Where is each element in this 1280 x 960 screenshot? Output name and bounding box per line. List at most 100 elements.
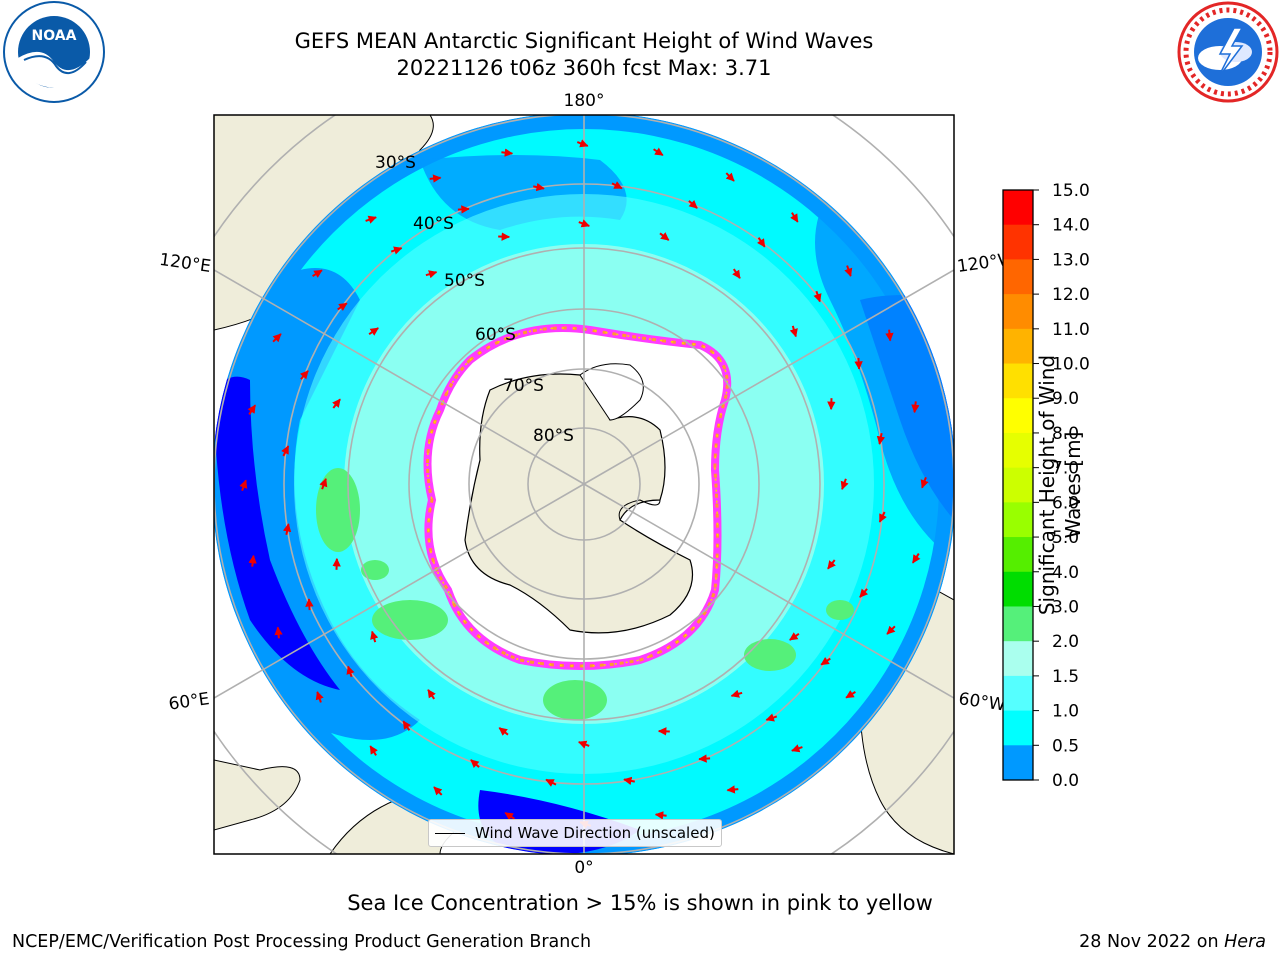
wind-wave-arrow	[578, 740, 590, 749]
colorbar-tick-label: 1.0	[1052, 702, 1079, 722]
wind-wave-arrow	[504, 811, 515, 821]
lat-label-30s: 30°S	[375, 153, 416, 173]
wind-wave-arrow	[274, 626, 283, 639]
wind-wave-arrow	[332, 398, 341, 409]
colorbar-block	[1003, 294, 1033, 330]
wind-wave-arrow	[315, 691, 324, 703]
wind-wave-arrow	[365, 215, 377, 224]
colorbar-label: Significant Height of Wind Waves [m]	[1035, 354, 1085, 616]
wind-wave-arrow	[337, 302, 348, 311]
colorbar-tick-label: 14.0	[1052, 216, 1090, 236]
wind-wave-arrow	[911, 553, 921, 564]
wind-wave-arrow	[576, 139, 589, 148]
wind-wave-arrow	[732, 268, 741, 279]
lon-label-120e: 120°E	[158, 250, 212, 277]
wind-wave-arrow	[533, 182, 545, 192]
wind-wave-arrow	[282, 523, 292, 535]
wind-wave-arrow	[789, 325, 798, 338]
colorbar-tick-label: 8.0	[1052, 424, 1079, 444]
wind-wave-arrow	[299, 370, 309, 380]
colorbar-block	[1003, 571, 1033, 607]
wind-wave-arrow	[820, 657, 831, 666]
wind-wave-arrow	[757, 237, 766, 248]
colorbar-tick-label: 10.0	[1052, 355, 1090, 375]
colorbar-tick-label: 5.0	[1052, 528, 1079, 548]
colorbar-tick-label: 6.0	[1052, 493, 1079, 513]
wind-wave-arrow	[886, 625, 896, 635]
wind-wave-arrow	[726, 785, 739, 794]
wind-wave-arrow	[312, 269, 323, 278]
wind-wave-arrow	[247, 404, 257, 415]
wind-wave-arrow	[791, 744, 803, 753]
lat-label-40s: 40°S	[413, 214, 454, 234]
wind-wave-arrow	[659, 232, 670, 241]
colorbar-block	[1003, 328, 1033, 365]
colorbar-block	[1003, 398, 1033, 434]
colorbar-block	[1003, 641, 1033, 677]
colorbar-tick-label: 0.0	[1052, 771, 1079, 790]
colorbar: 15.0 14.0 13.0 12.0 11.0 10.0 9.0 8.0 7.0 6.0 5.0 4…	[1002, 181, 1090, 790]
wind-wave-arrow	[346, 665, 355, 678]
wind-wave-arrow	[885, 329, 894, 342]
legend-line-swatch	[435, 832, 465, 834]
wind-wave-arrow	[470, 759, 480, 769]
noaa-logo-text: NOAA	[32, 28, 77, 44]
colorbar-tick-label: 11.0	[1052, 320, 1090, 340]
colorbar-tick-label: 2.0	[1052, 632, 1079, 652]
wind-wave-arrow	[545, 778, 557, 787]
colorbar-block	[1003, 432, 1033, 469]
colorbar-block	[1003, 745, 1033, 781]
colorbar-block	[1003, 363, 1033, 399]
wind-wave-arrow	[248, 554, 257, 567]
wind-wave-arrow	[498, 727, 509, 736]
wind-wave-arrow	[827, 559, 836, 570]
wind-wave-arrow	[654, 811, 667, 820]
wind-wave-arrow	[429, 174, 442, 183]
wind-wave-arrow	[840, 478, 849, 490]
footer-machine: Hera	[1224, 932, 1266, 952]
colorbar-block	[1003, 224, 1033, 260]
wind-wave-arrow	[698, 754, 711, 763]
noaa-logo: NOAA	[3, 1, 105, 103]
colorbar-block	[1003, 190, 1033, 226]
wind-wave-arrow	[859, 588, 869, 598]
wind-wave-arrow	[239, 479, 248, 492]
nws-logo	[1177, 1, 1279, 103]
colorbar-tick-label: 15.0	[1052, 181, 1090, 201]
colorbar-block	[1003, 710, 1033, 746]
wind-wave-arrow	[368, 327, 379, 336]
colorbar-block	[1003, 502, 1033, 538]
wind-wave-arrow	[730, 689, 743, 698]
wind-wave-arrow	[789, 632, 800, 641]
wind-wave-arrow	[369, 745, 378, 756]
chart-subtitle: 20221126 t06z 360h fcst Max: 3.71	[396, 56, 772, 80]
wind-wave-arrow	[281, 445, 290, 457]
colorbar-tick-label: 4.0	[1052, 563, 1079, 583]
wind-wave-arrow	[653, 147, 664, 157]
wind-wave-arrow	[765, 713, 778, 722]
sea-ice-note: Sea Ice Concentration > 15% is shown in …	[347, 891, 933, 915]
lat-label-60s: 60°S	[475, 325, 516, 345]
wind-wave-arrow	[790, 212, 799, 223]
map-legend: Wind Wave Direction (unscaled)	[428, 819, 722, 847]
wind-wave-arrow	[370, 630, 379, 643]
wind-wave-arrows	[239, 139, 929, 829]
lat-label-70s: 70°S	[503, 376, 544, 396]
wind-wave-arrow	[623, 776, 635, 786]
lon-label-0: 0°	[574, 858, 593, 878]
colorbar-block	[1003, 259, 1033, 295]
wind-wave-arrow	[457, 205, 470, 214]
chart-title: GEFS MEAN Antarctic Significant Height o…	[294, 29, 874, 53]
wind-wave-arrow	[911, 401, 920, 414]
wind-wave-arrow	[427, 689, 436, 700]
legend-label: Wind Wave Direction (unscaled)	[475, 824, 715, 842]
lat-label-80s: 80°S	[533, 426, 574, 446]
land-africa	[214, 759, 301, 831]
colorbar-tick-label: 3.0	[1052, 597, 1079, 617]
footer-date-text: 28 Nov 2022 on	[1079, 932, 1219, 952]
wind-wave-arrow	[845, 690, 856, 699]
wind-wave-arrow	[272, 333, 282, 343]
wind-wave-arrow	[878, 511, 887, 523]
wind-wave-arrow	[844, 265, 853, 277]
